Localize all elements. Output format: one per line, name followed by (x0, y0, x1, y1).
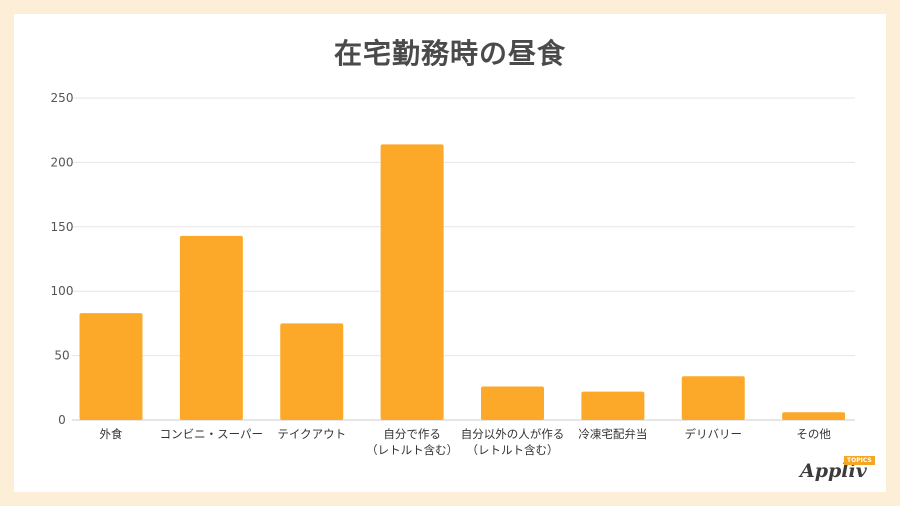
y-tick-label: 200 (51, 155, 74, 169)
bar (481, 386, 544, 420)
bar (179, 235, 243, 420)
x-tick-label: 冷凍宅配弁当 (578, 427, 647, 441)
bar (380, 144, 444, 421)
bar (79, 313, 143, 420)
y-tick-label: 0 (58, 413, 66, 427)
logo-text: Appliv (800, 460, 867, 482)
bar (782, 412, 846, 420)
x-tick-label: （レトルト含む） (467, 443, 559, 457)
bar (280, 323, 344, 420)
logo-badge: TOPICS (844, 456, 875, 465)
bar-layer (79, 144, 846, 421)
y-tick-label: 50 (54, 349, 69, 363)
x-tick-label: 自分で作る (383, 427, 441, 441)
x-tick-label: デリバリー (685, 427, 743, 441)
x-tick-label: コンビニ・スーパー (160, 427, 263, 441)
bar (581, 391, 645, 420)
x-tick-label: 自分以外の人が作る (461, 427, 565, 441)
label-layer: 0 50 100 150 200 250 外食 コンビニ・スーパー テイクアウト 自分で作る （レト… (51, 91, 832, 457)
appliv-logo: Appliv TOPICS (800, 456, 880, 486)
chart-title: 在宅勤務時の昼食 (333, 37, 566, 70)
x-tick-label: 外食 (100, 427, 123, 441)
x-tick-label: その他 (796, 427, 831, 441)
x-tick-label: （レトルト含む） (366, 443, 458, 457)
x-tick-label: テイクアウト (277, 427, 346, 441)
y-tick-label: 250 (51, 91, 74, 105)
y-tick-label: 100 (51, 284, 74, 298)
bar (681, 376, 745, 420)
y-tick-label: 150 (51, 220, 74, 234)
